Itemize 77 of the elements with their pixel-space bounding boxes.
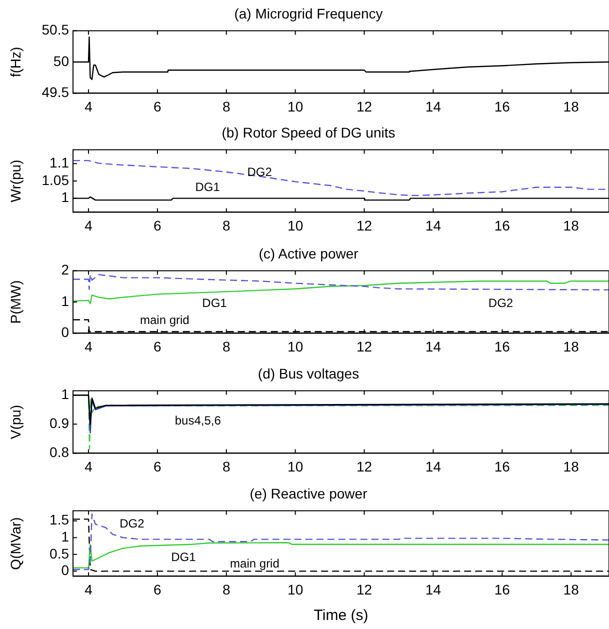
x-tick-label: 18 [563, 458, 580, 474]
x-axis-title: Time (s) [314, 607, 368, 624]
y-axis-title: f(Hz) [7, 46, 24, 78]
y-axis-title: Wr(pu) [7, 160, 24, 202]
x-tick-label: 8 [222, 338, 230, 354]
x-tick-label: 18 [563, 338, 580, 354]
x-tick-label: 10 [288, 98, 304, 114]
y-tick-label: 1 [61, 386, 70, 402]
series-label: DG2 [120, 516, 145, 531]
y-axis-title: P(MW) [7, 280, 24, 324]
x-tick-label: 8 [222, 217, 230, 234]
x-tick-label: 6 [154, 338, 162, 354]
series-label: DG1 [202, 296, 228, 310]
line-series [73, 274, 609, 290]
y-tick-label: 49.5 [42, 84, 70, 100]
y-tick-label: 1 [61, 189, 70, 206]
series-label: DG1 [171, 550, 196, 564]
y-tick-label: 50 [53, 52, 70, 69]
x-tick-label: 16 [494, 217, 510, 234]
x-tick-label: 14 [425, 581, 442, 598]
y-tick-label: 2 [61, 262, 70, 278]
x-tick-label: 14 [425, 98, 442, 114]
series-label: main grid [230, 556, 280, 571]
x-tick-label: 14 [425, 217, 442, 234]
x-tick-label: 12 [356, 338, 372, 354]
x-tick-label: 6 [154, 98, 162, 114]
y-tick-label: 0 [61, 562, 70, 578]
x-tick-label: 14 [425, 338, 442, 354]
x-tick-label: 8 [222, 98, 230, 114]
x-tick-label: 10 [288, 217, 304, 234]
x-tick-label: 18 [563, 217, 580, 234]
x-tick-label: 6 [154, 581, 162, 598]
series-label: DG2 [247, 165, 272, 180]
x-tick-label: 4 [84, 581, 93, 598]
y-tick-label: 1 [61, 292, 70, 309]
x-tick-label: 16 [494, 458, 510, 474]
x-tick-label: 12 [356, 98, 372, 114]
x-tick-label: 18 [563, 581, 580, 598]
y-tick-label: 0.9 [50, 415, 70, 432]
x-tick-label: 4 [84, 217, 93, 234]
x-tick-label: 8 [222, 458, 230, 474]
x-tick-label: 4 [84, 338, 93, 354]
y-tick-label: 0.8 [50, 444, 70, 460]
y-axis-title: V(pu) [7, 404, 24, 440]
x-tick-label: 4 [84, 98, 93, 114]
x-tick-label: 10 [288, 581, 304, 598]
chart-title: (e) Reactive power [250, 485, 368, 502]
x-tick-label: 16 [494, 581, 510, 598]
x-tick-label: 6 [154, 458, 162, 474]
chart-title: (c) Active power [258, 245, 359, 262]
y-tick-label: 50.5 [42, 22, 70, 38]
x-tick-label: 18 [563, 98, 580, 114]
x-tick-label: 8 [222, 581, 230, 598]
x-tick-label: 12 [356, 581, 372, 598]
x-tick-label: 16 [494, 338, 510, 354]
x-tick-label: 14 [425, 458, 442, 474]
chart-title: (d) Bus voltages [258, 365, 360, 382]
y-tick-label: 0.5 [50, 545, 70, 562]
y-tick-label: 0 [61, 324, 70, 340]
x-tick-label: 6 [154, 217, 162, 234]
x-tick-label: 10 [288, 338, 304, 354]
y-tick-label: 1 [61, 528, 70, 544]
x-tick-label: 12 [356, 458, 372, 474]
series-label: main grid [140, 313, 190, 328]
y-tick-label: 1.1 [50, 154, 70, 171]
x-tick-label: 10 [288, 458, 304, 474]
y-axis-title: Q(MVar) [7, 517, 24, 570]
x-tick-label: 16 [494, 98, 510, 114]
annotation: bus4,5,6 [174, 414, 222, 428]
x-tick-label: 12 [356, 217, 372, 234]
series-label: DG1 [195, 180, 220, 194]
x-tick-label: 4 [84, 458, 93, 474]
chart-title: (a) Microgrid Frequency [234, 5, 383, 22]
chart-title: (b) Rotor Speed of DG units [222, 124, 396, 140]
y-tick-label: 1.5 [50, 512, 70, 528]
y-tick-label: 1.05 [42, 172, 70, 188]
series-label: DG2 [488, 296, 514, 310]
